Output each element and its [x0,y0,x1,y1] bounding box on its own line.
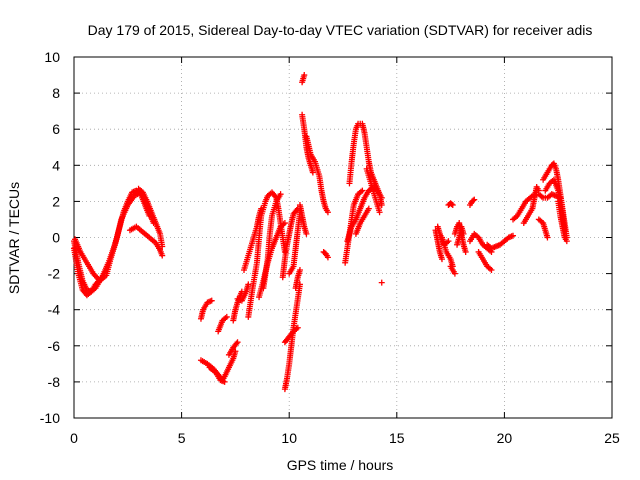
data-point [301,72,308,79]
grid-lines [74,57,612,418]
data-point [563,238,570,245]
data-point [208,297,215,304]
data-point [277,191,284,198]
y-tick-label: 2 [52,193,60,209]
y-tick-label: -4 [48,302,61,318]
plot-frame [73,56,613,419]
data-point [449,202,456,209]
data-point [309,169,316,176]
data-point [281,220,288,227]
data-point [296,266,303,273]
data-point [451,270,458,277]
y-tick-label: 6 [52,121,60,137]
data-point [535,187,542,194]
data-point [378,279,385,286]
data-point [462,248,469,255]
y-tick-label: -2 [48,266,61,282]
y-tick-label: -6 [48,338,61,354]
y-tick-label: -10 [40,410,60,426]
x-tick-label: 0 [70,430,78,446]
data-point [159,252,166,259]
data-point [234,339,241,346]
data-point [378,202,385,209]
x-tick-label: 5 [178,430,186,446]
x-axis-label: GPS time / hours [287,457,394,473]
data-point [245,281,252,288]
data-point [471,196,478,203]
data-point [448,201,455,208]
x-tick-label: 20 [497,430,513,446]
data-point [445,238,452,245]
y-tick-label: 10 [44,49,60,65]
y-tick-label: -8 [48,374,61,390]
y-tick-label: 0 [52,230,60,246]
data-point [359,187,366,194]
y-tick-label: 8 [52,85,60,101]
data-point [460,230,467,237]
data-point [221,378,228,385]
x-tick-label: 10 [281,430,297,446]
data-point [376,209,383,216]
data-point [438,256,445,263]
data-point [510,232,517,239]
data-point [159,243,166,250]
x-tick-label: 25 [604,430,620,446]
y-tick-label: 4 [52,157,60,173]
data-point [544,234,551,241]
data-point [324,209,331,216]
data-point [324,254,331,261]
data-point [365,205,372,212]
axis-ticks: 0 5 10 15 20 25 -10 -8 -6 -4 -2 0 2 4 6 8 10 [40,49,620,446]
data-point [223,313,230,320]
x-tick-label: 15 [389,430,405,446]
data-point [488,266,495,273]
y-axis-label: SDTVAR / TECUs [6,182,22,294]
data-point [303,230,310,237]
data-points [71,72,570,393]
chart-title: Day 179 of 2015, Sidereal Day-to-day VTE… [88,22,593,38]
data-point [470,197,477,204]
